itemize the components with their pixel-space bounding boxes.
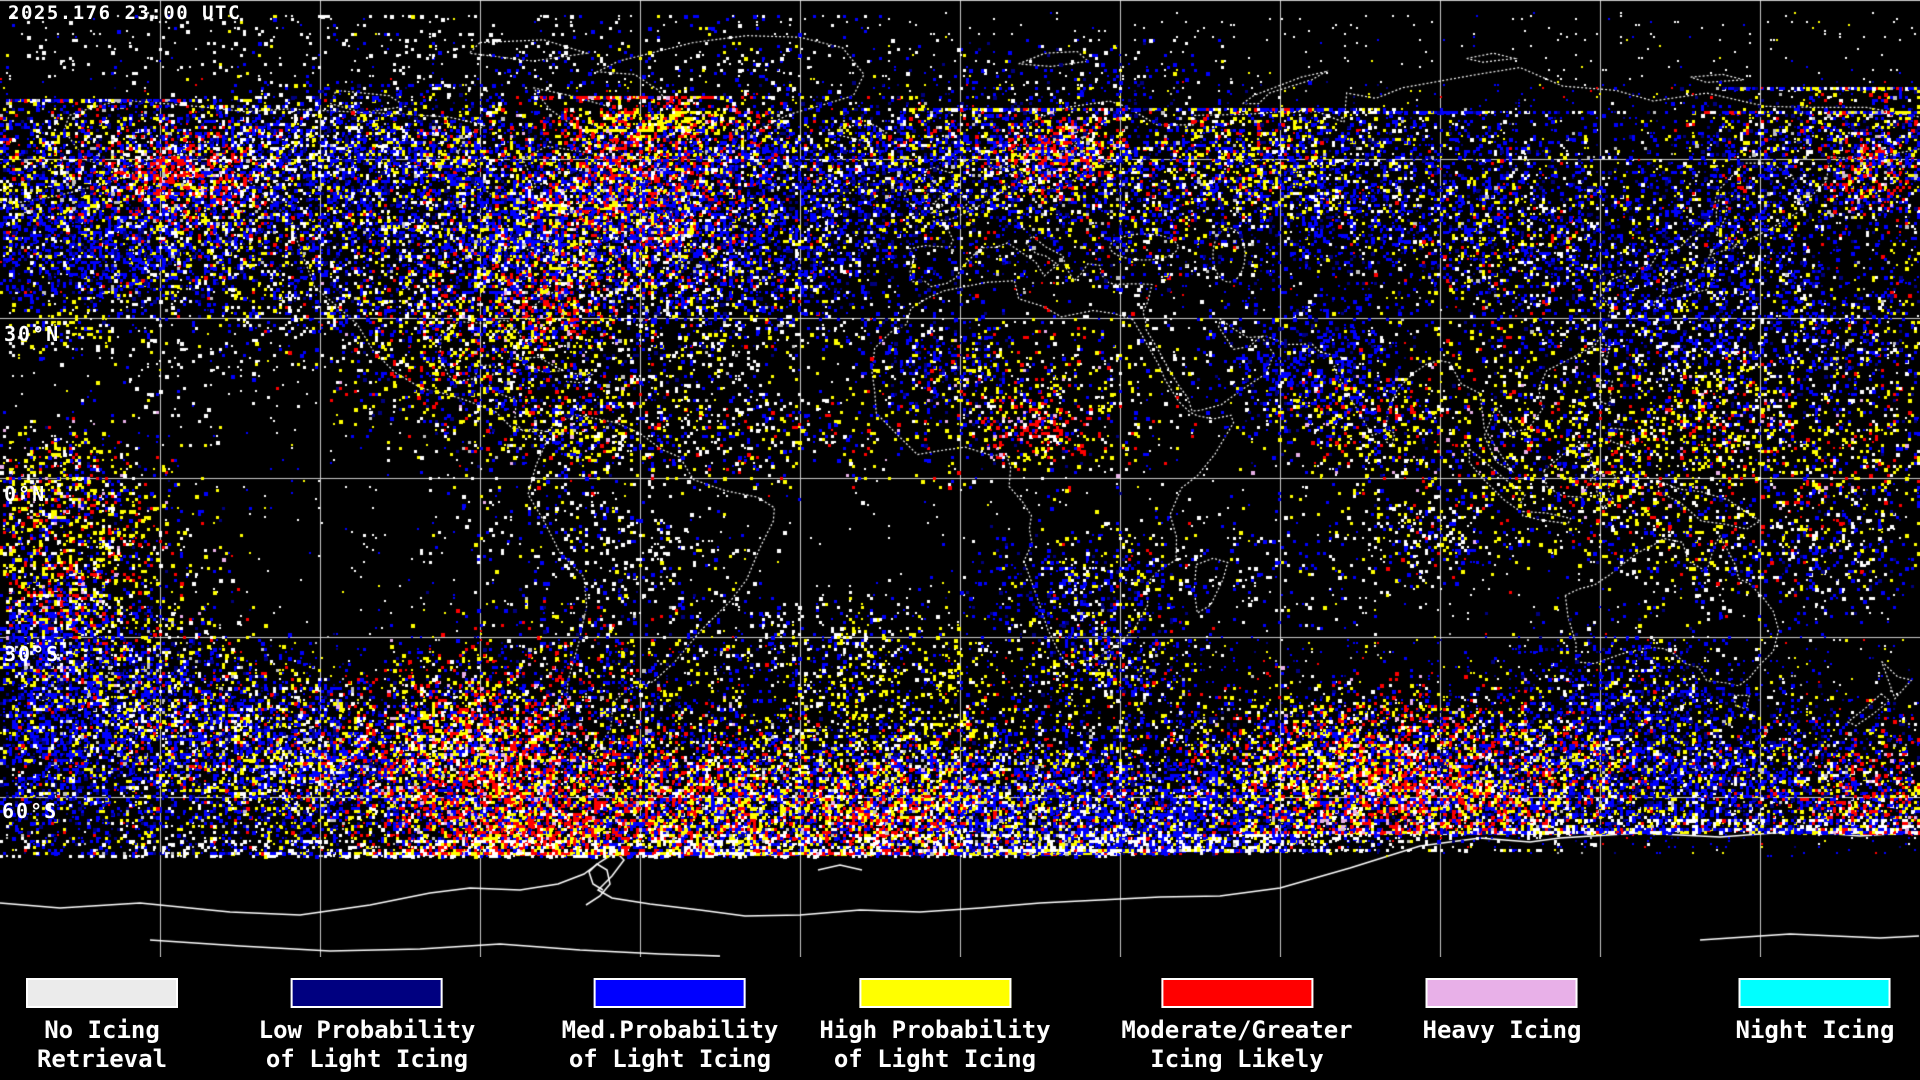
legend-item-no-icing: No Icing Retrieval [26, 957, 178, 1074]
legend-label-line1: Heavy Icing [1422, 1016, 1582, 1044]
legend-label-line1: No Icing [44, 1016, 160, 1044]
world-icing-map-canvas [0, 0, 1920, 957]
legend-label: Low Probability of Light Icing [259, 1016, 476, 1074]
legend-swatch-heavy-icing [1425, 978, 1578, 1008]
legend-label: Night Icing [1736, 1016, 1895, 1045]
legend-label: Moderate/Greater Icing Likely [1121, 1016, 1352, 1074]
legend-label-line2: of Light Icing [833, 1045, 1037, 1073]
legend-swatch-med-probability [594, 978, 746, 1008]
legend-label: No Icing Retrieval [26, 1016, 178, 1074]
map-area: 2025.176 23:00 UTC 30°N 0°N 30°S 60°S [0, 0, 1920, 957]
legend-swatch-night-icing [1738, 978, 1891, 1008]
legend-label-line1: Moderate/Greater [1121, 1016, 1353, 1044]
timestamp: 2025.176 23:00 UTC [8, 2, 241, 24]
legend-item-med-probability: Med.Probability of Light Icing [562, 957, 779, 1074]
legend-label-line1: Night Icing [1735, 1016, 1895, 1044]
legend-item-moderate-greater: Moderate/Greater Icing Likely [1121, 957, 1353, 1074]
legend-swatch-low-probability [291, 978, 443, 1008]
latitude-label-60s: 60°S [2, 799, 59, 823]
legend-label-line2: Retrieval [36, 1045, 168, 1073]
legend-item-low-probability: Low Probability of Light Icing [259, 957, 476, 1074]
legend-item-heavy-icing: Heavy Icing [1423, 957, 1582, 1045]
legend-label-line1: Low Probability [258, 1016, 476, 1044]
legend-swatch-high-probability [859, 978, 1011, 1008]
latitude-label-30s: 30°S [4, 642, 61, 666]
legend-label-line1: Med.Probability [561, 1016, 779, 1044]
legend-label-line2: of Light Icing [265, 1045, 469, 1073]
legend-item-night-icing: Night Icing [1736, 957, 1895, 1045]
legend-swatch-moderate-greater [1161, 978, 1313, 1008]
legend-label-line2: Icing Likely [1150, 1045, 1324, 1073]
legend-swatch-no-icing [26, 978, 178, 1008]
latitude-label-30n: 30°N [4, 322, 61, 346]
legend-label: High Probability of Light Icing [819, 1016, 1050, 1074]
legend-label: Med.Probability of Light Icing [562, 1016, 779, 1074]
legend-item-high-probability: High Probability of Light Icing [819, 957, 1051, 1074]
legend-label-line1: High Probability [819, 1016, 1051, 1044]
legend-bar: No Icing Retrieval Low Probability of Li… [0, 957, 1920, 1080]
legend-label: Heavy Icing [1423, 1016, 1582, 1045]
latitude-label-0n: 0°N [4, 482, 47, 506]
legend-label-line2: of Light Icing [568, 1045, 772, 1073]
